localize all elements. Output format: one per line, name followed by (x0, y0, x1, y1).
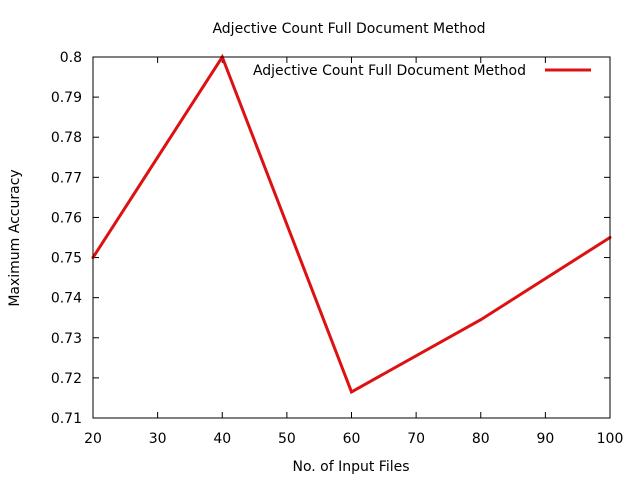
y-tick-label: 0.78 (51, 130, 82, 146)
x-tick-label: 50 (278, 431, 296, 447)
y-tick-label: 0.73 (51, 331, 82, 347)
data-point (350, 390, 353, 394)
y-tick-label: 0.71 (51, 411, 82, 427)
x-tick-label: 100 (597, 431, 624, 447)
x-tick-label: 30 (149, 431, 167, 447)
axis-ticks (92, 56, 611, 419)
y-tick-label: 0.79 (51, 90, 82, 106)
chart-title: Adjective Count Full Document Method (212, 21, 485, 37)
legend: Adjective Count Full Document Method (253, 63, 591, 79)
series-layer (91, 53, 612, 395)
y-tick-label: 0.8 (60, 50, 82, 66)
x-tick-label: 70 (407, 431, 425, 447)
x-tick-label: 80 (472, 431, 490, 447)
data-point (479, 318, 483, 322)
y-tick-label: 0.72 (51, 371, 82, 387)
legend-label: Adjective Count Full Document Method (253, 63, 526, 79)
x-tick-label: 60 (343, 431, 361, 447)
y-tick-label: 0.76 (51, 210, 82, 226)
x-tick-label: 40 (213, 431, 231, 447)
series-line (91, 53, 611, 395)
x-tick-label: 90 (536, 431, 554, 447)
tick-labels: 20 30 40 50 60 70 80 90 100 0.71 0.72 0.73 0.74 0.75 0… (51, 50, 624, 447)
y-tick-label: 0.75 (51, 251, 82, 267)
plot-frame (92, 56, 611, 419)
y-tick-label: 0.77 (51, 170, 82, 186)
y-axis-label: Maximum Accuracy (7, 169, 23, 306)
x-axis-label: No. of Input Files (292, 459, 409, 475)
y-tick-label: 0.74 (51, 291, 82, 307)
x-tick-label: 20 (84, 431, 102, 447)
